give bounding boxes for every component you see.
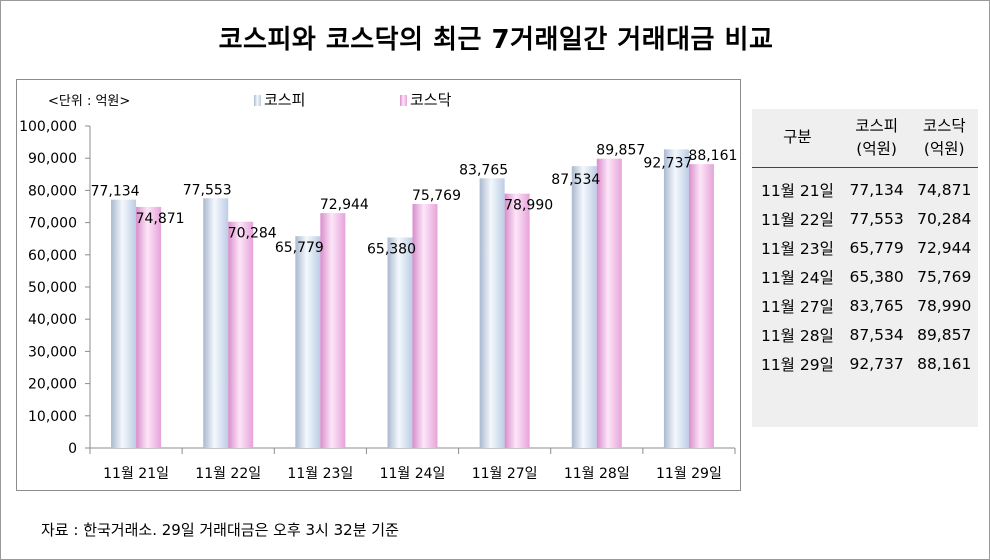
- table-row: 11월 21일 77,134 74,871: [752, 167, 978, 204]
- y-tick-label: 70,000: [28, 216, 77, 232]
- cell-date: 11월 24일: [760, 268, 834, 287]
- table-row: 11월 24일 65,380 75,769: [752, 262, 978, 291]
- y-tick-label: 40,000: [28, 312, 77, 328]
- legend-kosdaq-label: 코스닥: [410, 91, 452, 109]
- kosdaq-bar: [688, 164, 714, 448]
- kospi-value-label: 92,737: [643, 155, 692, 171]
- unit-label: <단위 : 억원>: [48, 94, 130, 109]
- cell-date: 11월 27일: [760, 297, 834, 316]
- bar-chart: 0 10,000 20,000 30,000 40,000 50,000 60,000 70,…: [16, 79, 741, 491]
- kospi-bar: [663, 149, 689, 448]
- kosdaq-bar: [320, 213, 346, 448]
- x-tick-label: 11월 27일: [472, 466, 538, 482]
- cell-kosdaq: 75,769: [917, 267, 972, 286]
- table-row: 11월 27일 83,765 78,990: [752, 291, 978, 320]
- y-tick-label: 20,000: [28, 377, 77, 393]
- kosdaq-value-label: 88,161: [688, 148, 737, 164]
- kosdaq-bar: [136, 206, 162, 448]
- kospi-bar: [387, 237, 413, 448]
- y-tick-label: 30,000: [28, 344, 77, 360]
- chart-title: 코스피와 코스닥의 최근 7거래일간 거래대금 비교: [218, 25, 774, 55]
- y-tick-label: 80,000: [28, 183, 77, 199]
- cell-kosdaq: 78,990: [917, 296, 972, 315]
- legend-kospi-label: 코스피: [264, 91, 305, 109]
- kosdaq-bar: [412, 204, 438, 448]
- kospi-value-label: 77,134: [91, 184, 140, 200]
- kosdaq-value-label: 75,769: [412, 188, 461, 204]
- cell-date: 11월 29일: [760, 355, 834, 374]
- y-tick-label: 50,000: [28, 280, 77, 296]
- cell-kospi: 92,737: [849, 354, 904, 373]
- cell-date: 11월 23일: [760, 239, 834, 258]
- kospi-value-label: 87,534: [551, 172, 600, 188]
- cell-date: 11월 22일: [760, 210, 834, 229]
- x-tick-label: 11월 23일: [287, 466, 353, 482]
- cell-kosdaq: 74,871: [917, 180, 972, 199]
- cell-kospi: 83,765: [849, 296, 904, 315]
- cell-kosdaq: 88,161: [917, 354, 972, 373]
- x-tick-label: 11월 29일: [656, 466, 722, 482]
- chart-canvas: 0 10,000 20,000 30,000 40,000 50,000 60,000 70,…: [19, 91, 737, 482]
- kosdaq-bar: [504, 193, 530, 448]
- kospi-bar: [479, 178, 505, 448]
- kosdaq-value-label: 89,857: [596, 143, 645, 159]
- source-note: 자료 : 한국거래소. 29일 거래대금은 오후 3시 32분 기준: [41, 521, 399, 539]
- y-tick-label: 10,000: [28, 409, 77, 425]
- cell-date: 11월 21일: [760, 181, 834, 200]
- kosdaq-value-label: 78,990: [504, 198, 553, 214]
- kosdaq-value-label: 70,284: [228, 226, 277, 242]
- kosdaq-bar: [596, 158, 622, 448]
- kosdaq-value-label: 72,944: [320, 197, 369, 213]
- table-row: 11월 23일 65,779 72,944: [752, 233, 978, 262]
- kospi-value-label: 83,765: [459, 162, 508, 178]
- legend-kospi-swatch: [254, 95, 261, 106]
- cell-kospi: 77,553: [849, 209, 904, 228]
- kospi-bar: [111, 199, 137, 448]
- x-tick-label: 11월 24일: [380, 466, 446, 482]
- kospi-value-label: 77,553: [183, 182, 232, 198]
- y-tick-label: 100,000: [19, 119, 77, 135]
- y-tick-label: 0: [68, 441, 77, 457]
- kospi-bar: [571, 166, 597, 449]
- legend-kosdaq-swatch: [400, 95, 407, 106]
- x-tick-label: 11월 28일: [564, 466, 630, 482]
- cell-kosdaq: 72,944: [917, 238, 972, 257]
- header-kosdaq: 코스닥 (억원): [922, 116, 966, 158]
- y-tick-label: 60,000: [28, 248, 77, 264]
- cell-kospi: 87,534: [849, 325, 904, 344]
- table-row: 11월 29일 92,737 88,161: [752, 349, 978, 378]
- kospi-value-label: 65,380: [367, 241, 416, 257]
- cell-kosdaq: 89,857: [917, 325, 972, 344]
- table-row: 11월 22일 77,553 70,284: [752, 204, 978, 233]
- table-header-row: 구분 코스피 (억원) 코스닥 (억원): [752, 109, 978, 167]
- data-table: 구분 코스피 (억원) 코스닥 (억원) 11월 21일 77,134 74,871 11…: [752, 109, 978, 378]
- kospi-value-label: 65,779: [275, 240, 324, 256]
- kospi-bar: [203, 198, 229, 448]
- cell-kospi: 65,380: [849, 267, 904, 286]
- table-row: 11월 28일 87,534 89,857: [752, 320, 978, 349]
- data-table-panel: 구분 코스피 (억원) 코스닥 (억원) 11월 21일 77,134 74,871 11…: [752, 109, 978, 427]
- kospi-bar: [295, 236, 321, 448]
- x-tick-label: 11월 22일: [195, 466, 261, 482]
- cell-kosdaq: 70,284: [917, 209, 972, 228]
- cell-kospi: 65,779: [849, 238, 904, 257]
- kosdaq-bar: [228, 221, 254, 448]
- cell-kospi: 77,134: [849, 180, 904, 199]
- header-kospi: 코스피 (억원): [855, 116, 898, 158]
- kosdaq-value-label: 74,871: [136, 211, 185, 227]
- cell-date: 11월 28일: [760, 326, 834, 345]
- x-tick-label: 11월 21일: [103, 466, 169, 482]
- y-tick-label: 90,000: [28, 151, 77, 167]
- header-category: 구분: [783, 128, 812, 147]
